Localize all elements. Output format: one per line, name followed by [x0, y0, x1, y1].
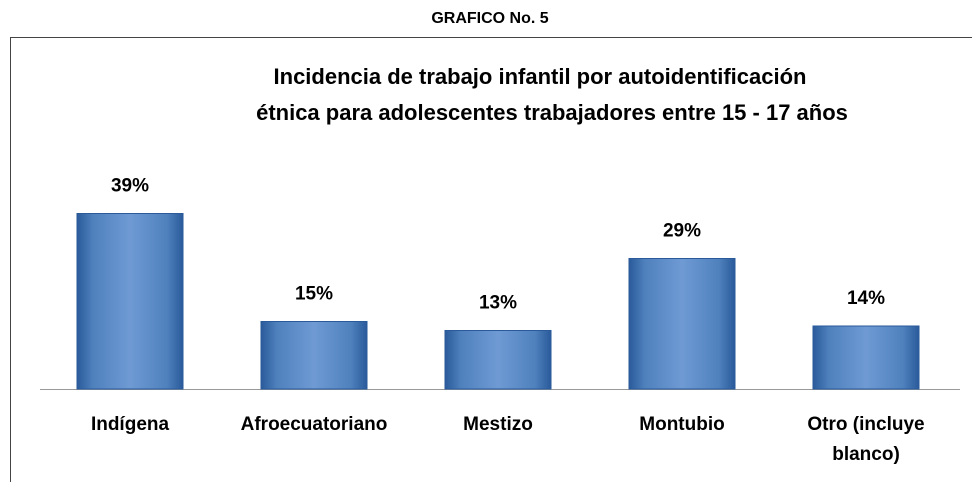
chart-title: Incidencia de trabajo infantil por autoi… [274, 64, 807, 89]
chart-header: GRAFICO No. 5 [431, 10, 548, 27]
x-tick-label: Mestizo [463, 414, 533, 435]
value-label: 39% [111, 176, 149, 197]
x-tick-label: Afroecuatoriano [240, 414, 388, 435]
bar [444, 330, 552, 390]
x-tick-label: Montubio [639, 414, 725, 435]
bar [628, 258, 736, 390]
value-label: 29% [663, 221, 701, 242]
bar [76, 213, 184, 390]
chart-border [10, 37, 972, 482]
value-label: 15% [295, 284, 333, 305]
x-tick-label: Otro (incluye blanco) [807, 414, 925, 465]
bar [812, 325, 920, 390]
chart-title: étnica para adolescentes trabajadores en… [256, 100, 848, 125]
value-label: 14% [847, 288, 885, 309]
value-label: 13% [479, 293, 517, 314]
bar [260, 321, 368, 390]
x-tick-label: Indígena [90, 414, 170, 435]
